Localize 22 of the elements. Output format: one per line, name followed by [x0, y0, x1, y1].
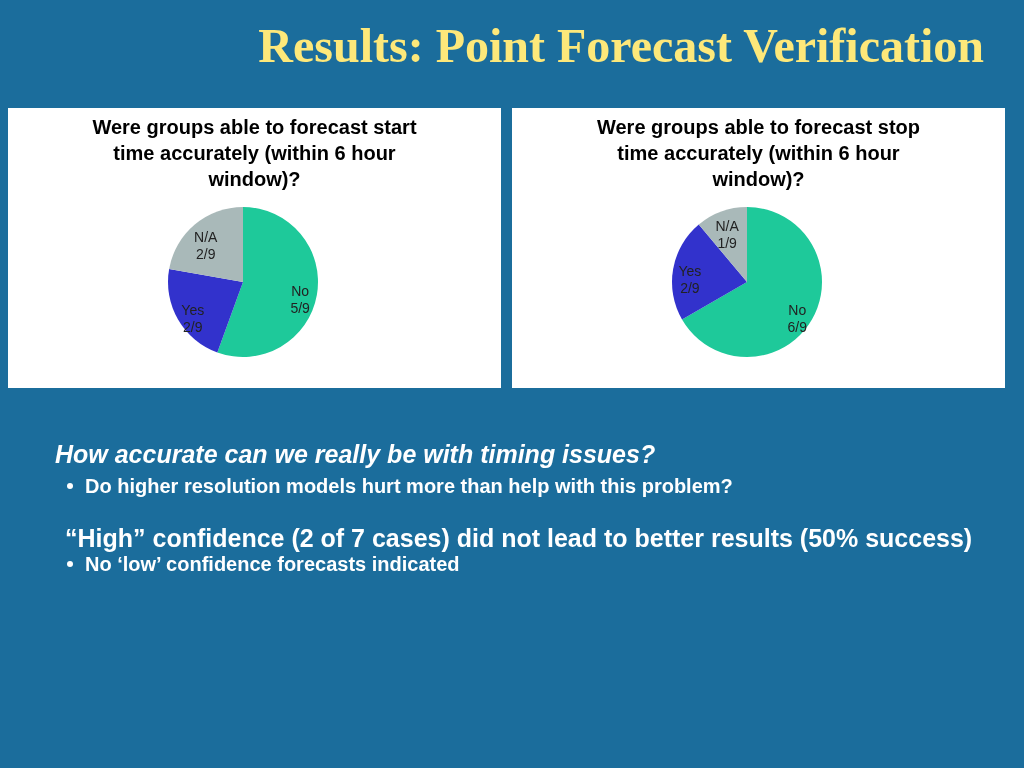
text: No ‘low’ confidence forecasts indicated [84, 553, 461, 576]
data-label: 1/9 [717, 235, 738, 252]
data-label: 6/9 [787, 319, 808, 336]
text: How accurate can we really be with timing issues? [55, 440, 657, 469]
data-label: 2/9 [680, 279, 700, 296]
chart-title: Were groups able to forecast stop time accurately (within 6 hour window)? [596, 115, 921, 192]
pie-slice [168, 268, 243, 353]
chart-title: Were groups able to forecast start time accurately (within 6 hour window)? [91, 115, 418, 192]
slice-label: N/A [194, 228, 219, 245]
text: Results: Point Forecast Verification [257, 18, 985, 73]
slice-label: Yes [181, 301, 205, 318]
text: “High” confidence (2 of 7 cases) did not lead to better results (50% success) [65, 524, 974, 553]
data-label: 5/9 [290, 300, 311, 317]
slice-label: No [291, 283, 310, 300]
slice-label: N/A [715, 218, 740, 235]
data-label: 2/9 [195, 245, 216, 262]
slice-label: Yes [678, 262, 702, 279]
pie-slice [169, 207, 243, 282]
slice-label: No [788, 302, 807, 319]
data-label: 2/9 [183, 318, 203, 335]
pie-slice [217, 207, 318, 357]
text: Do higher resolution models hurt more than help with this problem? [84, 475, 734, 498]
